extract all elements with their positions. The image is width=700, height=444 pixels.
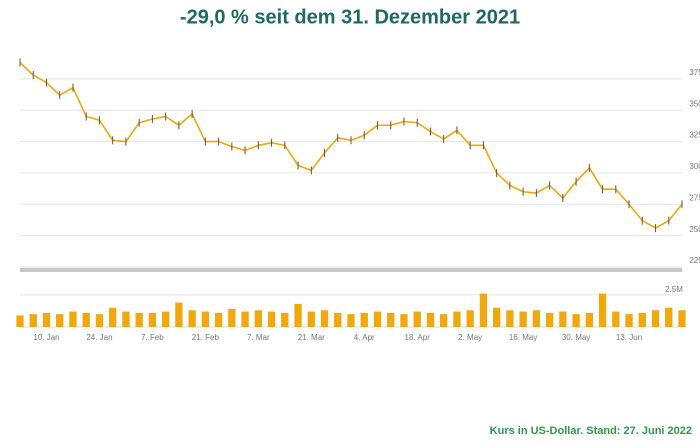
volume-bar xyxy=(241,311,249,327)
y-tick-label: 2.5M xyxy=(665,285,683,294)
volume-bar xyxy=(585,312,593,327)
volume-bar xyxy=(135,312,143,327)
volume-bar xyxy=(281,312,289,327)
volume-bar xyxy=(360,312,368,327)
volume-bar xyxy=(42,312,51,327)
volume-bar xyxy=(413,311,421,327)
y-tick-label: 225 xyxy=(689,256,700,265)
volume-bar xyxy=(387,312,395,327)
caption: Kurs in US-Dollar. Stand: 27. Juni 2022 xyxy=(490,425,692,437)
x-tick-label: 21. Feb xyxy=(192,333,220,342)
volume-bar xyxy=(426,312,435,327)
chart-title: -29,0 % seit dem 31. Dezember 2021 xyxy=(180,6,520,28)
volume-bar xyxy=(16,315,24,327)
pane-separator xyxy=(20,268,682,272)
x-tick-label: 2. May xyxy=(458,333,482,342)
volume-bar xyxy=(201,311,210,327)
y-tick-label: 325 xyxy=(689,131,700,140)
x-tick-label: 18. Apr xyxy=(405,333,431,342)
volume-bar xyxy=(678,310,686,327)
volume-bar xyxy=(612,311,620,327)
y-tick-label: 350 xyxy=(689,99,700,108)
volume-bar xyxy=(625,314,633,327)
volume-bar xyxy=(294,303,302,327)
volume-bar xyxy=(373,311,382,327)
volume-bar xyxy=(161,311,170,327)
y-tick-label: 375 xyxy=(689,68,700,77)
price-line xyxy=(19,61,683,230)
volume-bar xyxy=(532,310,541,327)
volume-bar xyxy=(492,307,501,327)
volume-bar xyxy=(148,312,157,327)
volume-bar xyxy=(334,312,342,327)
volume-bar xyxy=(559,311,567,327)
volume-bar xyxy=(228,309,236,327)
volume-bar xyxy=(665,307,673,327)
volume-bar xyxy=(466,310,474,327)
volume-bar xyxy=(122,311,130,327)
volume-bar xyxy=(519,311,527,327)
x-tick-label: 24. Jan xyxy=(86,333,112,342)
volume-bar xyxy=(267,311,276,327)
y-tick-label: 300 xyxy=(689,162,700,171)
volume-bar xyxy=(545,312,554,327)
volume-bar xyxy=(95,314,104,327)
volume-bar xyxy=(175,302,183,327)
x-tick-label: 4. Apr xyxy=(354,333,375,342)
x-tick-label: 30. May xyxy=(562,333,590,342)
volume-bar xyxy=(56,314,64,327)
volume-bar xyxy=(453,311,461,327)
volume-bar xyxy=(440,314,448,327)
volume-bar xyxy=(506,310,514,327)
volume-bar xyxy=(598,293,607,327)
x-tick-label: 13. Jun xyxy=(616,333,642,342)
volume-bar xyxy=(638,312,646,327)
y-tick-label: 250 xyxy=(689,225,700,234)
volume-bar xyxy=(214,312,223,327)
volume-bar xyxy=(572,314,580,327)
x-tick-label: 21. Mar xyxy=(298,333,325,342)
x-tick-label: 7. Feb xyxy=(141,333,164,342)
x-tick-label: 7. Mar xyxy=(247,333,270,342)
volume-bar xyxy=(109,307,117,327)
volume-bar xyxy=(82,312,90,327)
y-tick-label: 275 xyxy=(689,193,700,202)
volume-bar xyxy=(69,311,77,327)
x-tick-label: 16. May xyxy=(509,333,537,342)
volume-bar xyxy=(400,314,408,327)
volume-bar xyxy=(320,310,329,327)
volume-bar xyxy=(29,314,37,327)
volume-bar xyxy=(188,310,196,327)
volume-bar xyxy=(347,314,355,327)
volume-bar xyxy=(479,293,488,327)
volume-bar xyxy=(651,310,660,327)
x-tick-label: 10. Jan xyxy=(33,333,59,342)
volume-bar xyxy=(254,310,262,327)
volume-bar xyxy=(307,311,315,327)
